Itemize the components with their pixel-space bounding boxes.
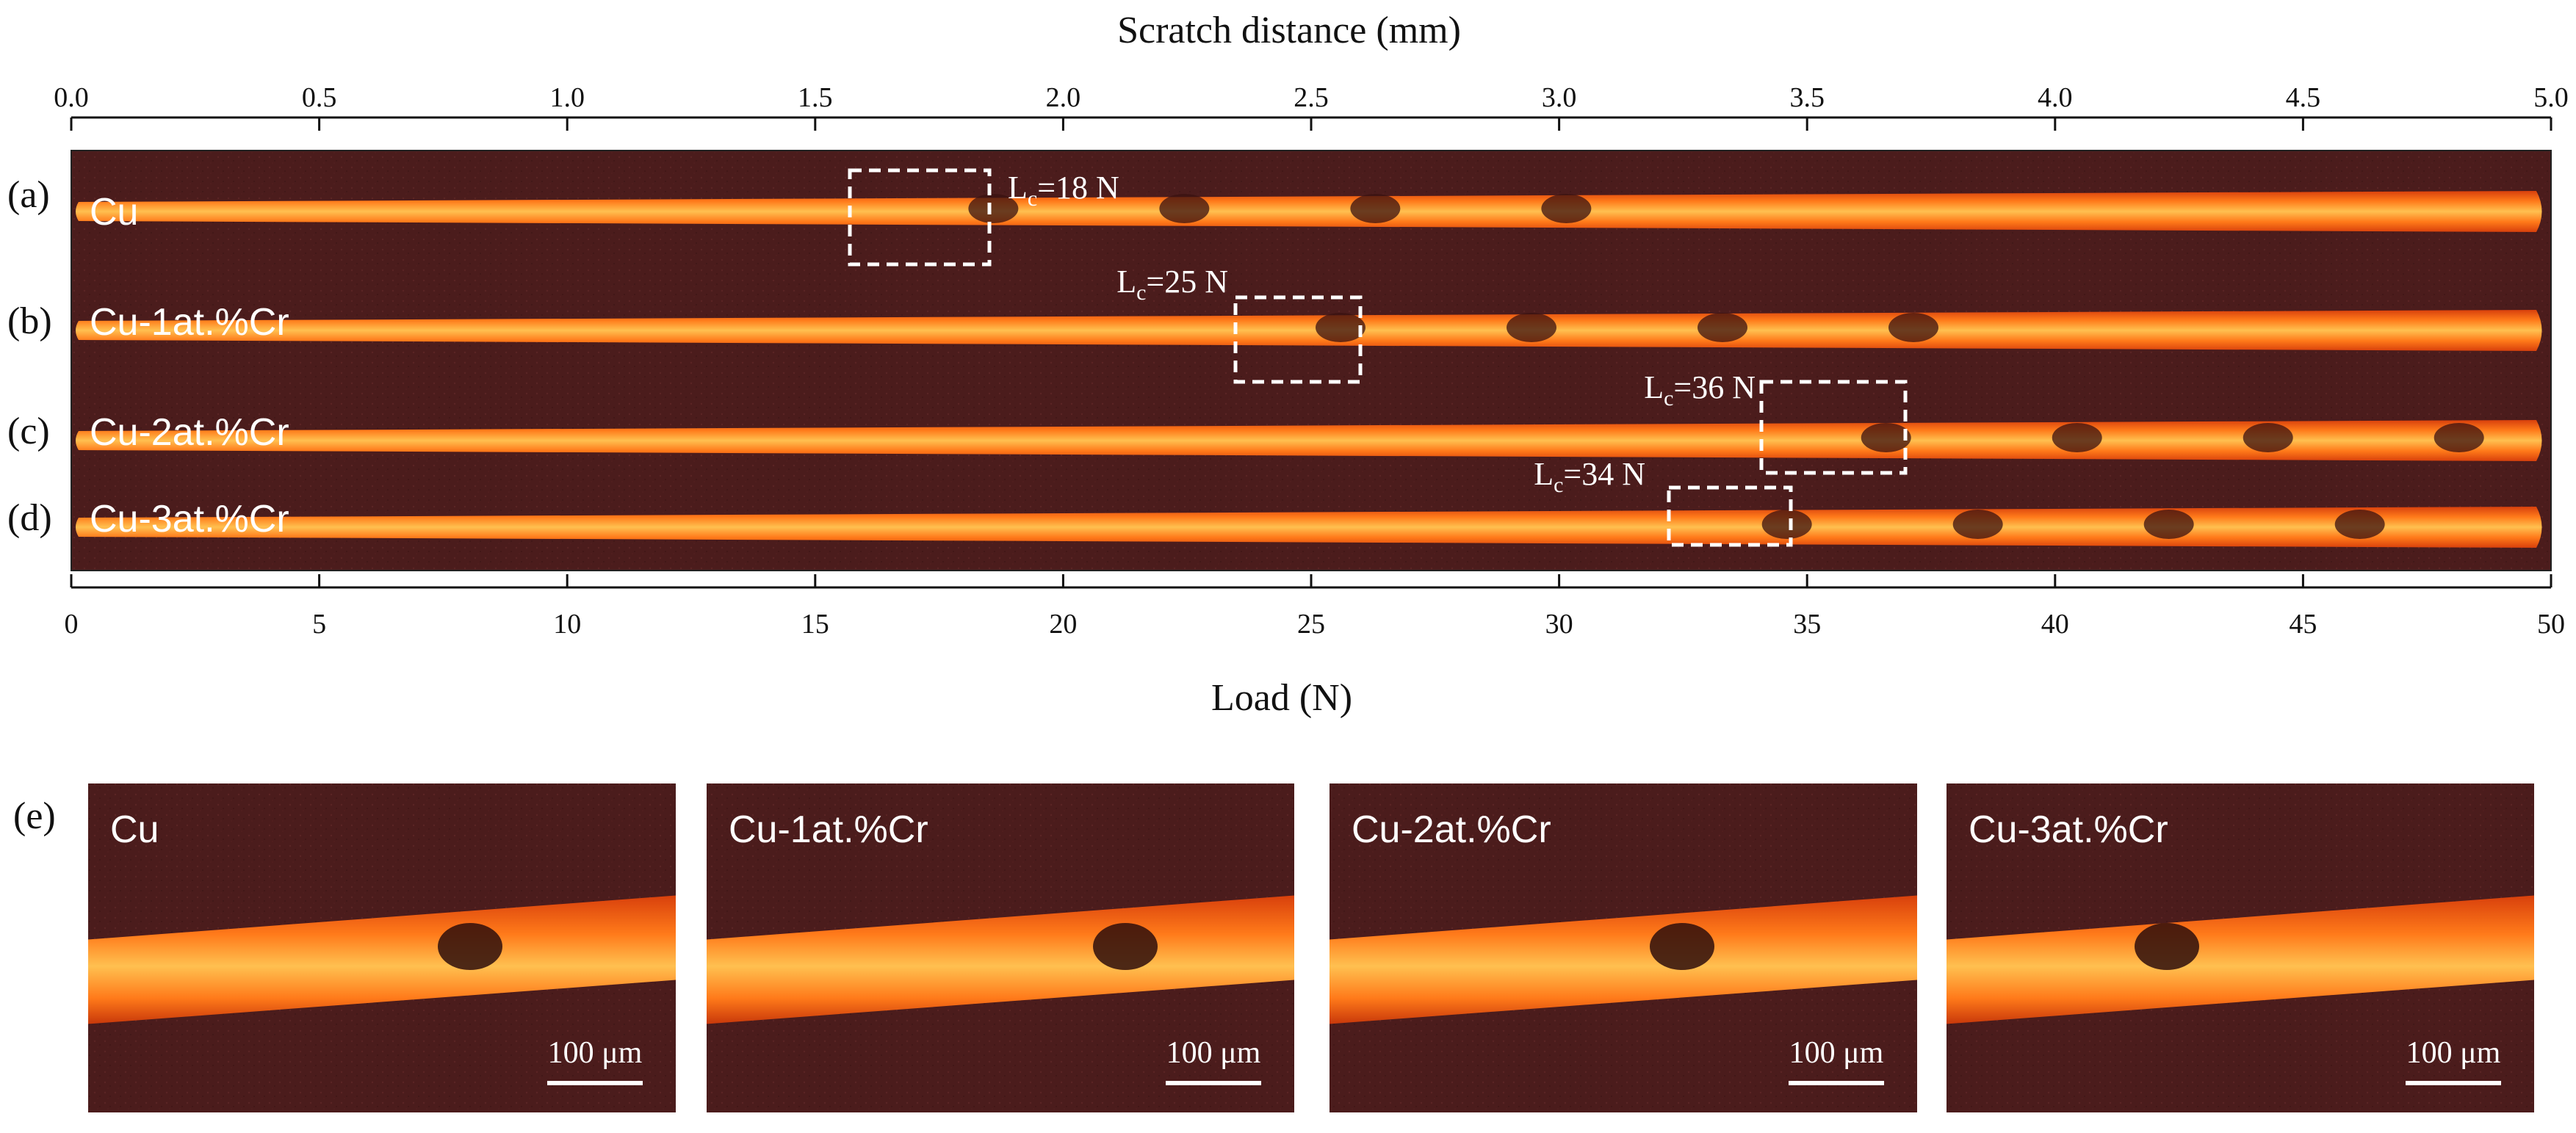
bottom-axis-title: Load (N) (1211, 677, 1352, 719)
critical-load-box (1759, 380, 1908, 475)
critical-load-label: Lc=34 N (1534, 456, 1645, 497)
damage-spot (2434, 423, 2484, 452)
top-axis-title: Scratch distance (mm) (1117, 10, 1461, 51)
damage-spot (1761, 510, 1812, 539)
top-tick-label: 0.5 (302, 82, 337, 113)
damage-spot (2143, 510, 2194, 539)
panel-label: (c) (7, 410, 50, 452)
panel-label: (a) (7, 174, 50, 216)
damage-spot (1698, 313, 1747, 342)
top-tick-label: 5.0 (2533, 82, 2569, 113)
zoom-sample-label: Cu (110, 808, 159, 851)
bottom-tick-label: 20 (1049, 609, 1077, 640)
damage-spot (1541, 194, 1592, 223)
damage-spot (2052, 423, 2102, 452)
sample-label: Cu-3at.%Cr (90, 498, 289, 540)
bottom-tick-label: 40 (2041, 609, 2069, 640)
scratch-track-4: (d) Cu-3at.%Cr Lc=34 N (7, 456, 2542, 548)
zoom-track-band (707, 895, 1294, 1024)
top-tick-label: 3.0 (1542, 82, 1577, 113)
panel-label: (b) (7, 300, 52, 342)
critical-load-box (1667, 485, 1793, 547)
bottom-axis: 0 5 10 15 20 25 30 35 40 45 50 (65, 574, 2565, 640)
scratch-track-band (76, 420, 2542, 461)
damage-spot (1507, 313, 1556, 342)
bottom-tick-label: 10 (553, 609, 581, 640)
bottom-tick-label: 50 (2537, 609, 2565, 640)
bottom-tick-label: 15 (801, 609, 829, 640)
zoom-sample-label: Cu-2at.%Cr (1352, 808, 1551, 851)
damage-spot (968, 194, 1019, 223)
zoom-track-band (1330, 895, 1917, 1024)
scratch-track-2: (b) Cu-1at.%Cr Lc=25 N (7, 264, 2542, 384)
zoom-damage-spot (1093, 923, 1158, 970)
scratch-track-1: (a) Cu Lc=18 N (7, 168, 2542, 267)
bottom-tick-label: 5 (312, 609, 326, 640)
zoom-damage-spot (2135, 923, 2199, 970)
damage-spot (1316, 313, 1365, 342)
zoom-track-band (88, 895, 676, 1024)
panel-label: (d) (7, 497, 52, 539)
top-tick-label: 1.0 (549, 82, 585, 113)
critical-load-label: Lc=25 N (1116, 264, 1228, 305)
zoom-sample-label: Cu-1at.%Cr (729, 808, 928, 851)
zoom-damage-spot (1650, 923, 1714, 970)
panel-label-e: (e) (13, 795, 56, 837)
top-tick-label: 2.0 (1046, 82, 1081, 113)
zoom-track-band (1947, 895, 2534, 1024)
damage-spot (1952, 510, 2003, 539)
zoom-panels: Cu 100 μm Cu-1at.%Cr 100 μm Cu-2at.%Cr 100 μm… (88, 783, 2534, 1112)
scale-bar-label: 100 μm (2406, 1036, 2501, 1070)
damage-spot (1861, 423, 1911, 452)
sample-label: Cu-2at.%Cr (90, 411, 289, 454)
zoom-panel-2: Cu-1at.%Cr 100 μm (707, 783, 1294, 1112)
scratch-track-band (76, 191, 2542, 232)
scale-bar-label: 100 μm (1166, 1036, 1261, 1070)
critical-load-box (1233, 295, 1363, 384)
damage-spot (2334, 510, 2385, 539)
scratch-track-3: (c) Cu-2at.%Cr Lc=36 N (7, 369, 2542, 475)
bottom-tick-label: 35 (1793, 609, 1821, 640)
damage-spot (1159, 194, 1210, 223)
critical-load-label: Lc=18 N (1008, 170, 1119, 211)
top-tick-label: 1.5 (798, 82, 833, 113)
damage-spot (1888, 313, 1938, 342)
bottom-tick-label: 30 (1545, 609, 1573, 640)
damage-spot (2243, 423, 2293, 452)
zoom-panel-1: Cu 100 μm (88, 783, 676, 1112)
top-tick-label: 3.5 (1789, 82, 1825, 113)
sample-label: Cu-1at.%Cr (90, 301, 289, 344)
critical-load-box (848, 168, 992, 267)
zoom-panel-4: Cu-3at.%Cr 100 μm (1947, 783, 2534, 1112)
scratch-track-band (76, 507, 2542, 548)
critical-load-label: Lc=36 N (1644, 369, 1756, 410)
top-tick-label: 4.5 (2286, 82, 2321, 113)
scale-bar-label: 100 μm (1789, 1036, 1884, 1070)
bottom-tick-label: 45 (2289, 609, 2317, 640)
top-axis: 0.0 0.5 1.0 1.5 2.0 2.5 3.0 3.5 4.0 4.5 5.0 (54, 82, 2569, 131)
zoom-sample-label: Cu-3at.%Cr (1969, 808, 2168, 851)
top-tick-label: 2.5 (1294, 82, 1329, 113)
scale-bar-label: 100 μm (548, 1036, 643, 1070)
zoom-panel-3: Cu-2at.%Cr 100 μm (1330, 783, 1917, 1112)
bottom-tick-label: 25 (1297, 609, 1325, 640)
scratch-tracks: (a) Cu Lc=18 N (b) Cu-1at.%Cr Lc=25 N (c) Cu-2a… (7, 168, 2542, 548)
top-tick-label: 0.0 (54, 82, 89, 113)
sample-label: Cu (90, 191, 138, 234)
bottom-tick-label: 0 (65, 609, 79, 640)
zoom-damage-spot (438, 923, 502, 970)
top-tick-label: 4.0 (2038, 82, 2073, 113)
damage-spot (1350, 194, 1401, 223)
